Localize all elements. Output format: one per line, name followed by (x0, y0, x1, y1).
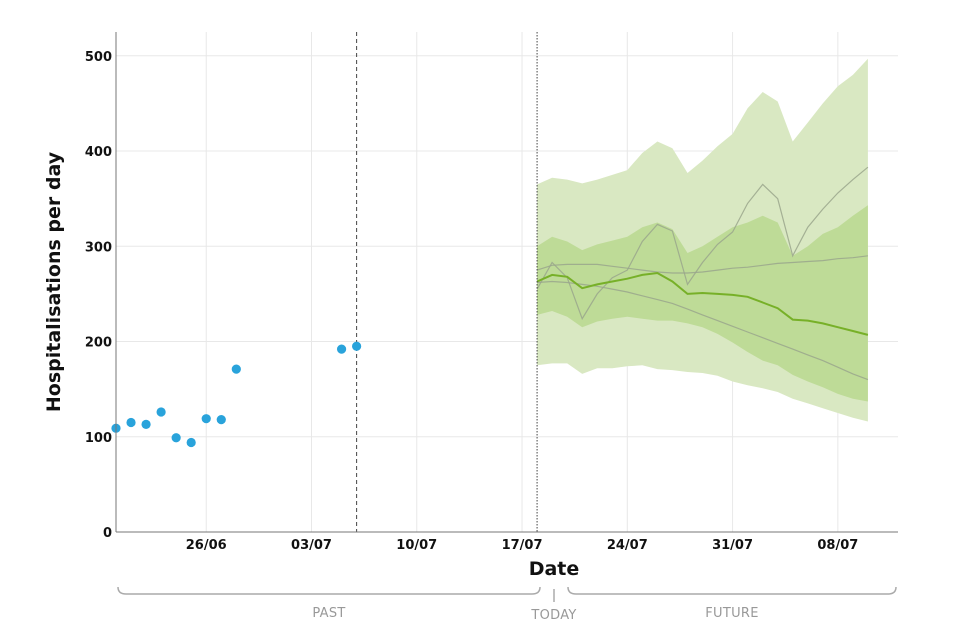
y-tick-labels: 0 100 200 300 400 500 (85, 50, 112, 541)
past-bracket (117, 586, 541, 595)
observed-point (186, 437, 196, 448)
y-tick-label: 100 (85, 431, 112, 446)
forecast-sample-line (536, 166, 869, 321)
x-axis-title: Date (529, 558, 580, 580)
y-axis-title: Hospitalisations per day (43, 151, 65, 412)
observed-point (352, 341, 362, 351)
x-tick-label: 10/07 (396, 538, 437, 553)
forecast-bands (537, 58, 868, 422)
x-tick-label: 17/07 (502, 538, 543, 553)
observed-point (126, 417, 136, 428)
x-tick-label: 24/07 (607, 538, 648, 553)
observed-point (336, 344, 347, 354)
forecast-median (536, 271, 869, 336)
observed-point (231, 364, 241, 374)
vertical-markers (356, 32, 538, 532)
observed-point (216, 415, 226, 425)
future-bracket (567, 586, 897, 595)
x-tick-label: 26/06 (186, 538, 227, 553)
axes (115, 32, 898, 533)
y-tick-label: 300 (85, 240, 112, 255)
y-tick-label: 0 (103, 526, 112, 541)
observed-point (171, 433, 181, 443)
y-tick-label: 200 (85, 336, 112, 351)
future-label: FUTURE (705, 606, 759, 621)
observed-point (141, 419, 151, 429)
period-brackets: PAST TODAY FUTURE (117, 586, 897, 623)
y-tick-label: 400 (85, 145, 112, 160)
today-label: TODAY (530, 608, 576, 623)
forecast-median-line (536, 271, 869, 336)
x-tick-label: 31/07 (712, 538, 753, 553)
observed-point (201, 414, 211, 424)
x-tick-labels: 26/06 03/07 10/07 17/07 24/07 31/07 08/07 (186, 538, 859, 553)
observed-points (111, 341, 362, 448)
inner-uncertainty-band (537, 205, 868, 402)
past-label: PAST (312, 606, 345, 621)
x-tick-label: 03/07 (291, 538, 332, 553)
forecast-sample-line (536, 255, 868, 274)
observed-point (156, 407, 166, 417)
x-tick-label: 08/07 (817, 538, 858, 553)
y-tick-label: 500 (85, 50, 112, 65)
